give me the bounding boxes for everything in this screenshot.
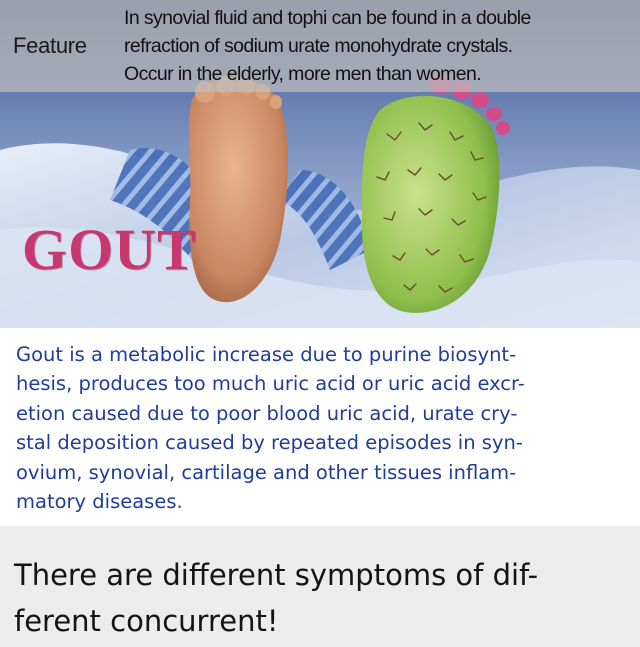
symptoms-heading: There are different symptoms of dif- fer… <box>14 552 634 644</box>
description-line: hesis, produces too much uric acid or ur… <box>16 372 525 396</box>
description-line: etion caused due to poor blood uric acid… <box>16 401 518 425</box>
gout-title: GOUT <box>22 217 197 282</box>
feature-label: Feature <box>13 33 87 58</box>
feature-line: refraction of sodium urate monohydrate c… <box>124 35 513 57</box>
description-line: Gout is a metabolic increase due to puri… <box>16 343 517 366</box>
feature-description: In synovial fluid and tophi can be found… <box>124 4 636 88</box>
symptoms-line: There are different symptoms of dif- <box>14 558 539 592</box>
symptoms-line: ferent concurrent! <box>14 604 279 638</box>
feature-line: In synovial fluid and tophi can be found… <box>124 7 531 29</box>
description-text: Gout is a metabolic increase due to puri… <box>16 340 636 516</box>
description-line: ovium, synovial, cartilage and other tis… <box>16 460 517 484</box>
description-line: matory diseases. <box>16 490 183 514</box>
description-line: stal deposition caused by repeated episo… <box>16 431 523 455</box>
feature-banner: Feature In synovial fluid and tophi can … <box>0 0 640 92</box>
symptoms-banner: There are different symptoms of dif- fer… <box>0 526 640 647</box>
hero-illustration: Feature In synovial fluid and tophi can … <box>0 0 640 328</box>
description-section: Gout is a metabolic increase due to puri… <box>0 328 640 526</box>
feature-line: Occur in the elderly, more men than wome… <box>124 63 482 85</box>
